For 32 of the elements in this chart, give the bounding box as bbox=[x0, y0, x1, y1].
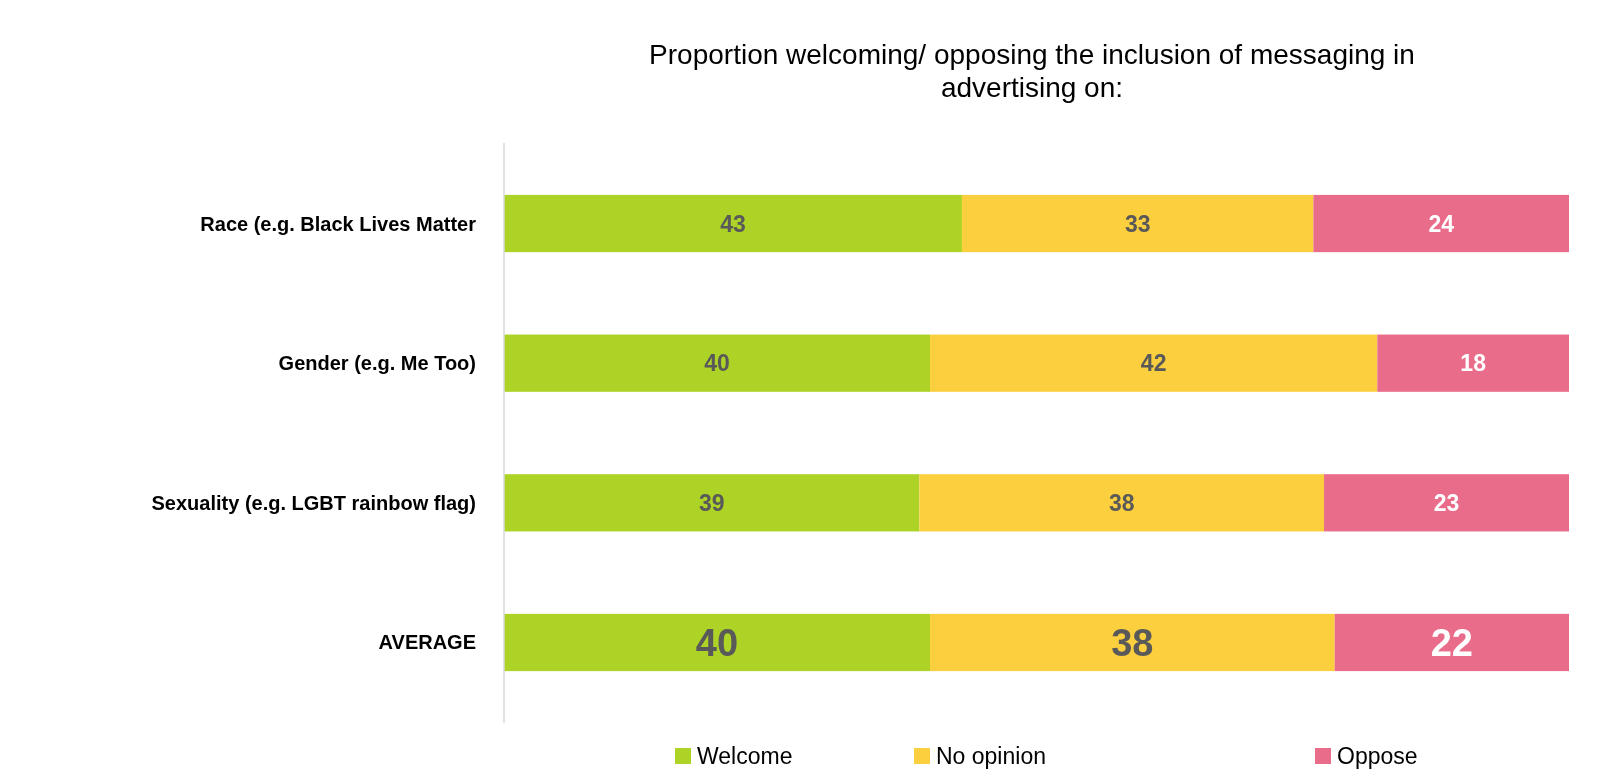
chart-title: Proportion welcoming/ opposing the inclusion of messaging in advertising on: bbox=[649, 38, 1415, 103]
data-label: 18 bbox=[1460, 350, 1487, 377]
data-label: 40 bbox=[704, 350, 730, 377]
bar bbox=[930, 613, 1335, 672]
bar bbox=[1334, 613, 1569, 672]
bar bbox=[961, 194, 1314, 253]
bar bbox=[504, 194, 962, 253]
data-label: 39 bbox=[698, 489, 725, 516]
bar bbox=[504, 334, 930, 392]
data-label: 24 bbox=[1428, 210, 1455, 237]
y-tick-label: Gender (e.g. Me Too) bbox=[278, 352, 476, 375]
bar bbox=[1377, 334, 1569, 392]
bar bbox=[504, 613, 930, 672]
bar bbox=[930, 334, 1378, 392]
data-label: 33 bbox=[1124, 210, 1151, 237]
y-tick-label: Sexuality (e.g. LGBT rainbow flag) bbox=[151, 491, 476, 514]
legend-label: Welcome bbox=[697, 743, 793, 770]
legend-label: No opinion bbox=[936, 743, 1046, 770]
data-label: 38 bbox=[1108, 489, 1135, 516]
bar bbox=[504, 474, 920, 532]
bar bbox=[1313, 194, 1569, 253]
y-tick-label: Race (e.g. Black Lives Matter bbox=[200, 212, 477, 235]
bar bbox=[919, 474, 1325, 532]
data-label: 38 bbox=[1111, 621, 1154, 664]
y-tick-label: AVERAGE bbox=[378, 631, 476, 654]
bar bbox=[1324, 474, 1569, 532]
data-label: 42 bbox=[1140, 350, 1167, 377]
data-label: 23 bbox=[1433, 489, 1460, 516]
legend-label: Oppose bbox=[1337, 743, 1418, 770]
data-label: 22 bbox=[1430, 621, 1473, 664]
data-label: 40 bbox=[695, 621, 739, 664]
data-label: 43 bbox=[720, 210, 746, 237]
